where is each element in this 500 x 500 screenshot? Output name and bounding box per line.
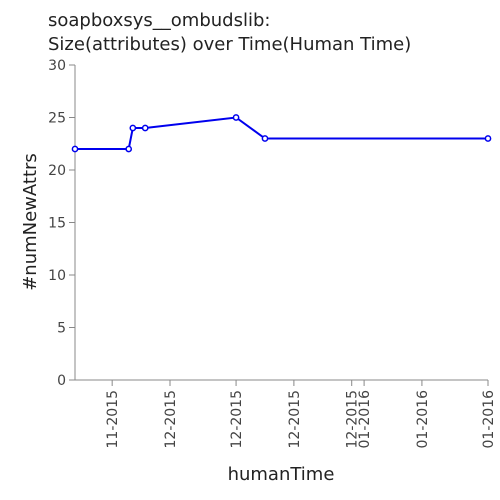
series-layer — [71, 114, 492, 153]
chart-title-line-2: Size(attributes) over Time(Human Time) — [48, 34, 411, 55]
data-point — [232, 114, 240, 121]
chart-title-line-1: soapboxsys__ombudslib: — [48, 10, 270, 31]
series-line — [75, 116, 488, 150]
x-tick-label: 01-2016 — [481, 390, 497, 449]
x-axis-title: humanTime — [228, 464, 335, 485]
data-point — [71, 145, 79, 153]
y-tick-label: 5 — [57, 321, 66, 337]
data-point — [125, 145, 133, 153]
y-tick-label: 0 — [57, 373, 66, 389]
x-axis-ticks: 11-2015 12-2015 12-2015 12-2015 12-201501-20… — [105, 380, 497, 449]
x-tick-label: 12-2015 — [163, 390, 179, 449]
y-tick-label: 20 — [48, 163, 66, 179]
y-tick-label: 30 — [48, 58, 66, 74]
x-tick-label: 01-2016 — [357, 390, 373, 449]
y-tick-label: 15 — [48, 216, 66, 232]
data-point — [141, 124, 149, 132]
data-point — [129, 124, 137, 132]
x-tick-label: 11-2015 — [105, 390, 121, 449]
x-tick-label: 12-2015 — [229, 390, 245, 449]
y-axis-title: #numNewAttrs — [20, 153, 41, 291]
y-tick-label: 10 — [48, 268, 66, 284]
data-point — [484, 135, 492, 142]
data-point — [261, 135, 269, 142]
x-tick-label: 01-2016 — [415, 390, 431, 449]
y-axis-ticks: 0 5 10 15 20 25 30 — [48, 58, 75, 389]
x-tick-label: 12-2015 — [345, 390, 361, 449]
y-tick-label: 25 — [48, 111, 66, 127]
x-tick-label: 12-2015 — [287, 390, 303, 449]
